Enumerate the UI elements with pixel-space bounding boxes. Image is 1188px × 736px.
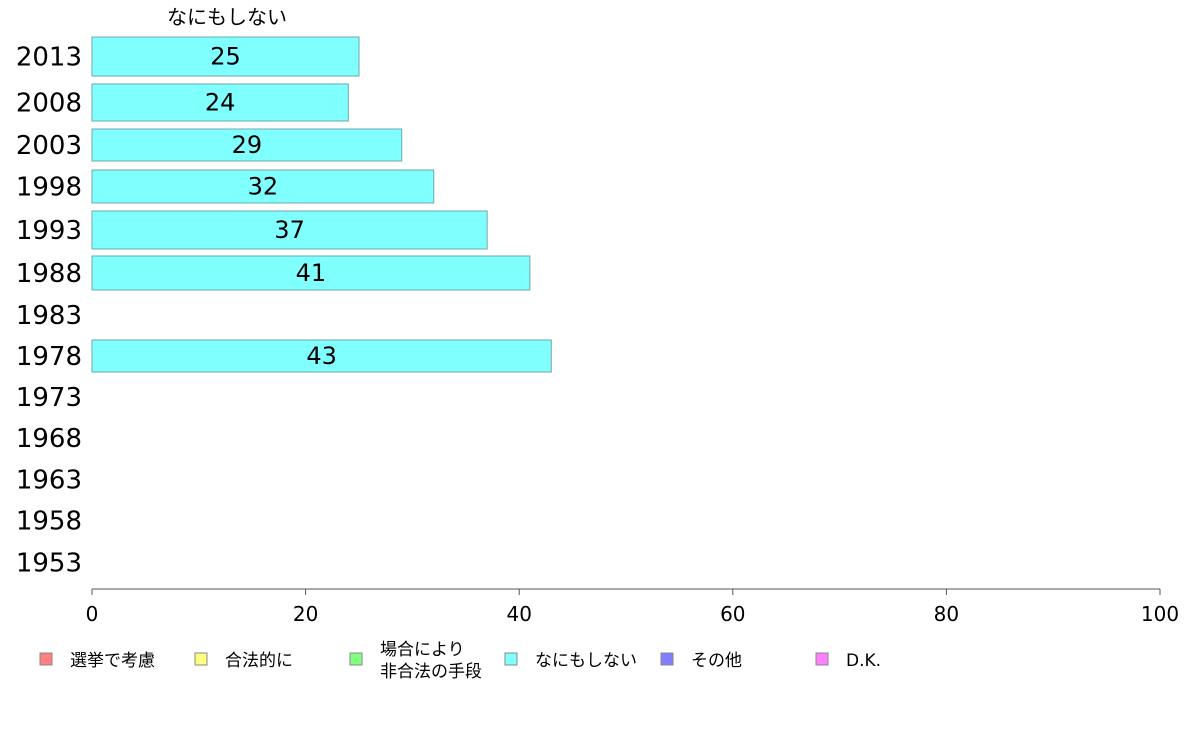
category-label-1968: 1968 [16,424,82,454]
data-label-2008: 24 [205,89,236,117]
category-label-2003: 2003 [16,131,82,161]
data-label-1988: 41 [296,259,327,287]
category-label-1963: 1963 [16,466,82,496]
category-label-1958: 1958 [16,507,82,537]
data-label-1993: 37 [274,216,305,244]
bar-2008 [91,83,349,122]
data-label-1978: 43 [306,342,337,370]
legend-swatch-3 [504,652,518,666]
category-label-1973: 1973 [16,383,82,413]
data-label-2013: 25 [210,43,241,71]
legend-swatch-5 [815,652,829,666]
x-tick-label-40: 40 [506,602,531,626]
x-tick-label-0: 0 [86,602,99,626]
category-label-2013: 2013 [16,43,82,73]
bar-2003 [91,128,403,162]
x-tick-label-20: 20 [293,602,318,626]
legend-swatch-4 [660,652,674,666]
legend-label-4: その他 [691,651,742,671]
legend-label-0: 選挙で考慮 [70,651,155,671]
category-label-1988: 1988 [16,259,82,289]
data-label-1998: 32 [248,173,279,201]
bar-1978 [91,339,552,373]
data-label-2003: 29 [232,131,263,159]
legend-swatch-0 [39,652,53,666]
legend-swatch-1 [194,652,208,666]
legend-label-1: 合法的に [225,651,293,671]
category-label-1998: 1998 [16,173,82,203]
legend-label-5: D.K. [846,651,881,671]
x-tick-label-60: 60 [720,602,745,626]
category-label-1978: 1978 [16,342,82,372]
bar-1993 [91,210,488,250]
bar-2013 [91,36,360,77]
category-label-1983: 1983 [16,301,82,331]
legend-label-3: なにもしない [535,651,637,671]
bar-1998 [91,169,435,204]
legend-label-2-line-0: 場合により [380,640,465,660]
x-tick-label-100: 100 [1141,602,1179,626]
category-label-1993: 1993 [16,216,82,246]
legend-label-2-line-1: 非合法の手段 [380,662,482,682]
legend-swatch-2 [349,652,363,666]
x-tick-label-80: 80 [934,602,959,626]
category-label-2008: 2008 [16,89,82,119]
bar-1988 [91,255,531,291]
category-label-1953: 1953 [16,549,82,579]
chart-title: なにもしない [167,5,287,29]
